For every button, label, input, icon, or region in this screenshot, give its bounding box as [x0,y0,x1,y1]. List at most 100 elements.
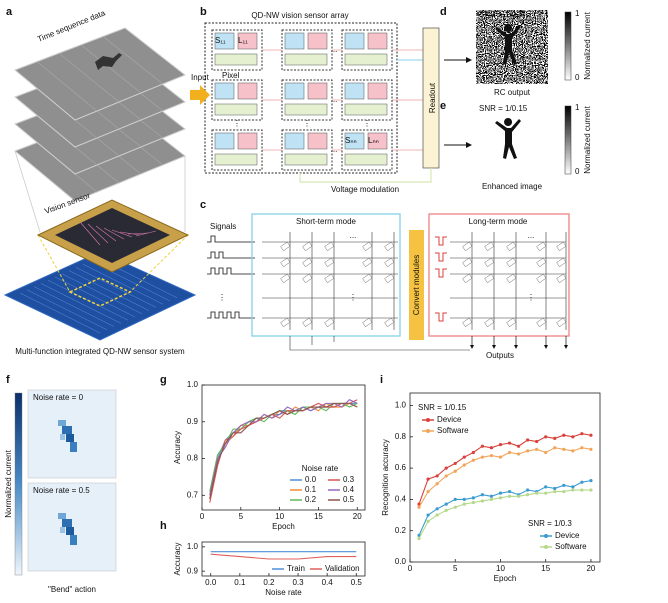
x-tick-label: 0.2 [263,578,275,587]
long-box [428,213,570,337]
readout-cell [344,53,388,66]
y-tick-label: 0.8 [187,454,199,463]
device [536,257,547,268]
series-line [210,553,357,560]
marker [462,463,466,467]
marker [589,479,593,483]
device [302,257,313,268]
marker [480,455,484,459]
image-grid [102,36,164,85]
device [484,273,495,284]
device [506,273,517,284]
pixel-block [58,513,66,519]
long-cell [307,32,328,50]
device [384,317,395,328]
cell-label: L₁₁ [238,36,248,45]
pixel-block [70,535,77,545]
device [324,257,335,268]
marker [435,482,439,486]
arrow-head [466,57,472,63]
marker [535,491,539,495]
legend-label: Device [555,531,580,540]
board-trace [82,263,164,305]
device [536,317,547,328]
board-trace [61,273,143,315]
device [384,241,395,252]
series-line [209,399,358,496]
y-tick-label: 1.0 [187,380,199,389]
ellipsis: ⋮ [233,119,241,128]
marker [417,505,421,509]
x-tick-label: 15 [314,512,323,521]
annotation: SNR = 1/0.3 [528,519,572,528]
board-trace [54,276,136,318]
y-axis-label: Accuracy [173,431,182,464]
marker [516,444,521,448]
caption: Signals [210,222,236,231]
marker [553,489,557,494]
pulse [435,252,447,262]
readout-cell [214,153,258,166]
marker [589,447,593,451]
x-tick-label: 0 [408,564,413,573]
snr-label: SNR = 1/0.3 [479,10,523,19]
legend-marker [544,545,548,549]
marker [507,494,512,498]
pixel-block [70,442,77,452]
marker [453,469,457,473]
device [302,273,313,284]
short-cell [214,32,235,50]
y-tick-label: 0.9 [187,566,199,575]
device [384,273,395,284]
marker [462,502,466,506]
long-cell [237,32,258,50]
marker [580,446,584,450]
x-tick-label: 0.5 [351,578,363,587]
readout-cell [344,153,388,166]
chip-wire [79,221,101,246]
board-trace [75,267,157,308]
arrow-head [492,345,496,349]
device [362,257,373,268]
marker [435,513,439,517]
chip-wire [95,225,117,242]
device [484,257,495,268]
marker [535,439,539,444]
frame-label: Noise rate = 0.5 [33,486,90,495]
plot-frame [409,392,601,563]
marker [471,450,475,455]
pulse [435,268,447,278]
chip-wire [103,227,125,240]
short-cell [214,82,235,100]
legend-label: Software [437,426,469,435]
series-line [209,402,358,500]
marker [553,446,557,450]
x-tick-label: 0.3 [292,578,304,587]
x-tick-label: 10 [496,564,505,573]
device [362,317,373,328]
figure-silhouette [495,118,521,159]
input-arrow [190,85,210,105]
marker [471,496,475,500]
panel-label: a [6,6,13,18]
series-line [209,399,358,503]
marker [498,455,503,459]
frame-label: Noise rate = 0 [33,393,84,402]
cell-label: Lₙₙ [368,136,379,145]
legend-marker [426,418,430,422]
device [556,317,567,328]
readout-cell [284,153,328,166]
marker [553,486,557,491]
x-tick-label: 20 [586,564,595,573]
caption: Multi-function integrated QD-NW sensor s… [15,347,185,356]
marker [471,500,475,505]
x-tick-label: 15 [541,564,550,573]
device [324,241,335,252]
ellipsis: ⋮ [303,119,311,128]
device [536,273,547,284]
x-tick-label: 5 [239,512,244,521]
legend-label: 0.3 [343,475,355,484]
image-grid [58,52,120,103]
legend-title: Noise rate [302,464,339,473]
marker [489,497,494,502]
